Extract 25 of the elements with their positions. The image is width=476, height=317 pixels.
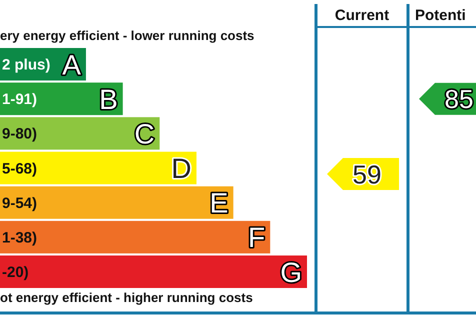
text: 85 bbox=[444, 84, 474, 114]
text: Current bbox=[334, 7, 390, 24]
annotation: 9-80) bbox=[2, 126, 38, 143]
y-tick-label: F bbox=[248, 222, 266, 254]
bar bbox=[0, 152, 196, 184]
chart-title: ery energy efficient - lower running costs bbox=[0, 28, 254, 43]
text: 59 bbox=[352, 159, 382, 190]
text: Potenti bbox=[415, 7, 466, 24]
annotation: 5-68) bbox=[2, 160, 38, 178]
y-tick-label: G bbox=[280, 256, 302, 288]
annotation: 1-38) bbox=[2, 229, 38, 246]
bar bbox=[0, 186, 234, 219]
y-tick-label: E bbox=[210, 188, 228, 219]
bar bbox=[0, 117, 160, 150]
y-tick-label: B bbox=[99, 84, 118, 115]
bar bbox=[0, 220, 270, 254]
annotation: 2 plus) bbox=[2, 56, 50, 74]
bar bbox=[0, 255, 307, 288]
text: ot energy efficient - higher running costs bbox=[0, 290, 253, 305]
annotation: 9-54) bbox=[2, 194, 38, 212]
y-tick-label: A bbox=[62, 49, 82, 80]
y-tick-label: C bbox=[134, 118, 155, 150]
y-tick-label: D bbox=[171, 153, 192, 184]
annotation: -20) bbox=[2, 264, 29, 281]
annotation: 1-91) bbox=[2, 91, 38, 108]
